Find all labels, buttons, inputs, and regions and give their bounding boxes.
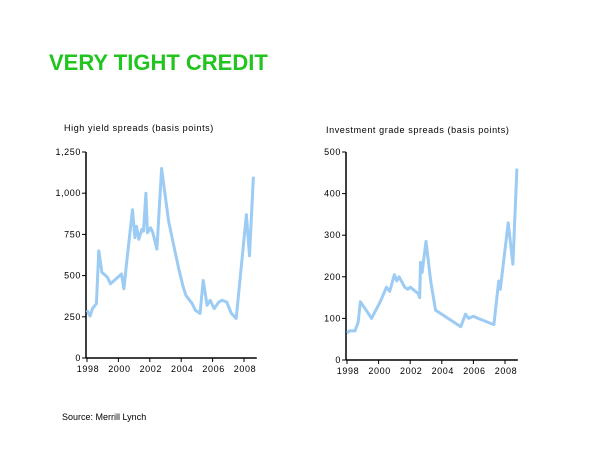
x-tick-label: 2004 xyxy=(432,366,454,376)
x-tick-label: 2000 xyxy=(368,366,390,376)
y-tick-label: 200 xyxy=(324,272,341,282)
y-tick-label: 300 xyxy=(324,230,341,240)
x-tick-label: 1998 xyxy=(337,366,359,376)
y-tick-label: 400 xyxy=(324,189,341,199)
x-tick-label: 2008 xyxy=(234,364,256,374)
chart-investment-grade: Investment grade spreads (basis points) 0… xyxy=(324,125,519,376)
x-tick-label: 2002 xyxy=(140,364,162,374)
x-tick-label: 2008 xyxy=(495,366,517,376)
x-tick-label: 2004 xyxy=(171,364,193,374)
y-tick-label: 750 xyxy=(64,229,81,239)
chart-title: High yield spreads (basis points) xyxy=(64,123,214,133)
y-tick-label: 500 xyxy=(64,271,81,281)
y-tick-label: 1,000 xyxy=(55,188,81,198)
y-tick-label: 1,250 xyxy=(55,147,81,157)
y-tick-label: 0 xyxy=(335,355,341,365)
y-tick-label: 500 xyxy=(324,147,341,157)
series-line xyxy=(346,168,519,335)
y-tick-label: 100 xyxy=(324,313,341,323)
x-tick-label: 2002 xyxy=(400,366,422,376)
chart-title: Investment grade spreads (basis points) xyxy=(326,125,509,135)
y-tick-label: 0 xyxy=(75,353,81,363)
x-tick-label: 2006 xyxy=(463,366,485,376)
x-tick-label: 1998 xyxy=(77,364,99,374)
series-line xyxy=(85,167,255,320)
slide-title: VERY TIGHT CREDIT xyxy=(49,50,268,75)
x-tick-label: 2000 xyxy=(108,364,130,374)
chart-high-yield: High yield spreads (basis points) 0 250 500… xyxy=(55,123,257,374)
source-note: Source: Merrill Lynch xyxy=(62,412,147,422)
x-tick-label: 2006 xyxy=(202,364,224,374)
y-tick-label: 250 xyxy=(64,312,81,322)
